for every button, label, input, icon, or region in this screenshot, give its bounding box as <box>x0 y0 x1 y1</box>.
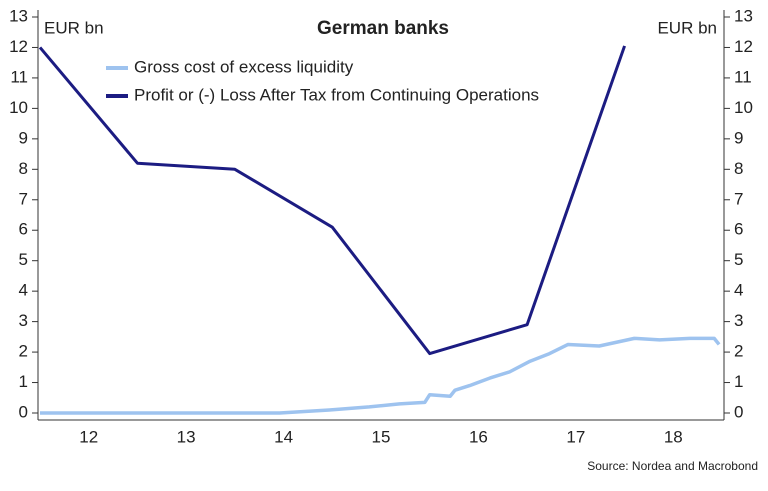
y2-tick-label: 8 <box>734 159 743 178</box>
y-tick-label: 5 <box>19 250 28 269</box>
x-tick-label: 17 <box>566 427 585 446</box>
x-tick-label: 13 <box>177 427 196 446</box>
chart-title: German banks <box>317 18 449 39</box>
series-line <box>38 45 626 356</box>
y-tick-label: 0 <box>19 402 28 421</box>
y2-tick-label: 11 <box>734 67 752 86</box>
y-tick-label: 2 <box>19 342 28 361</box>
y-tick-label: 6 <box>19 220 28 239</box>
y2-tick-label: 0 <box>734 402 743 421</box>
y-tick-label: 3 <box>19 311 28 330</box>
y2-tick-label: 6 <box>734 220 743 239</box>
y2-tick-label: 1 <box>734 372 743 391</box>
y2-tick-label: 4 <box>734 281 743 300</box>
x-tick-label: 15 <box>372 427 391 446</box>
source-note: Source: Nordea and Macrobond <box>587 459 758 473</box>
legend-label: Gross cost of excess liquidity <box>134 57 354 76</box>
x-tick-label: 16 <box>469 427 488 446</box>
y-tick-label: 11 <box>10 67 28 86</box>
y-tick-label: 13 <box>9 6 28 25</box>
y-tick-label: 4 <box>19 281 28 300</box>
y2-tick-label: 12 <box>734 37 753 56</box>
y-tick-label: 9 <box>19 128 28 147</box>
y-tick-label: 12 <box>9 37 28 56</box>
y2-tick-label: 9 <box>734 128 743 147</box>
y-tick-label: 10 <box>9 98 28 117</box>
y-tick-label: 7 <box>19 189 28 208</box>
y2-tick-label: 10 <box>734 98 753 117</box>
y-axis-label: EUR bn <box>44 18 104 37</box>
y2-tick-label: 7 <box>734 189 743 208</box>
y2-tick-label: 2 <box>734 342 743 361</box>
x-tick-label: 12 <box>79 427 98 446</box>
x-tick-label: 18 <box>664 427 683 446</box>
y2-tick-label: 5 <box>734 250 743 269</box>
y2-axis-label: EUR bn <box>657 18 717 37</box>
y-tick-label: 1 <box>19 372 28 391</box>
x-tick-label: 14 <box>274 427 293 446</box>
series-line <box>40 336 721 415</box>
y2-tick-label: 3 <box>734 311 743 330</box>
y-tick-label: 8 <box>19 159 28 178</box>
y2-tick-label: 13 <box>734 6 753 25</box>
legend-label: Profit or (-) Loss After Tax from Contin… <box>134 85 539 104</box>
